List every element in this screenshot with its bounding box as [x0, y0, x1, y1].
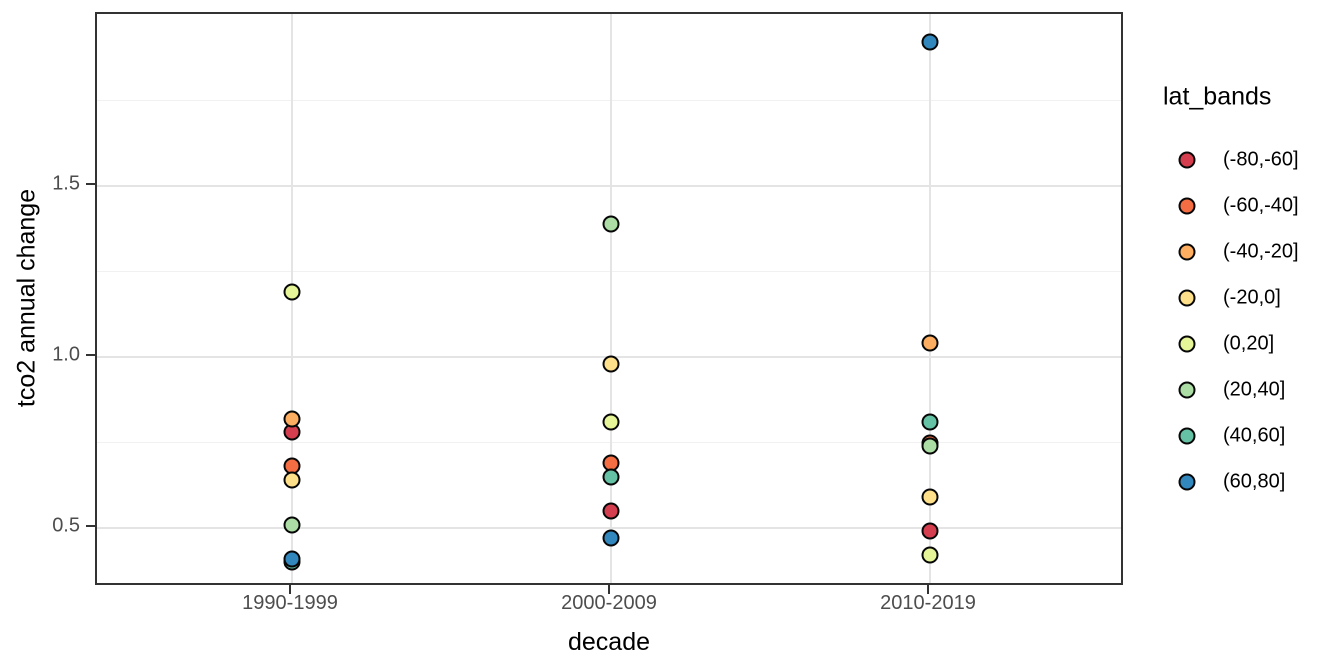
legend-label: (20,40] — [1223, 378, 1286, 401]
y-tick-mark — [86, 354, 95, 356]
legend-item: (-20,0] — [1163, 286, 1343, 310]
legend-key-circle — [1178, 381, 1196, 399]
x-tick-label: 2010-2019 — [880, 592, 976, 614]
y-tick-label: 1.0 — [52, 343, 80, 366]
data-point — [921, 437, 939, 455]
legend-key-circle — [1178, 151, 1196, 169]
legend-item: (-40,-20] — [1163, 240, 1343, 264]
legend-item: (-80,-60] — [1163, 148, 1343, 172]
y-tick-mark — [86, 183, 95, 185]
data-point — [602, 413, 620, 431]
legend-label: (0,20] — [1223, 332, 1275, 355]
legend-title: lat_bands — [1163, 82, 1272, 111]
gridline-major — [97, 527, 1121, 529]
legend-key-circle — [1178, 289, 1196, 307]
legend-label: (-60,-40] — [1223, 194, 1299, 217]
x-tick-mark — [289, 585, 291, 594]
data-point — [921, 33, 939, 51]
x-tick-mark — [927, 585, 929, 594]
data-point — [921, 334, 939, 352]
legend-label: (-40,-20] — [1223, 240, 1299, 263]
legend-key-circle — [1178, 473, 1196, 491]
y-tick-label: 1.5 — [52, 172, 80, 195]
legend-key-circle — [1178, 335, 1196, 353]
data-point — [921, 522, 939, 540]
gridline-major — [97, 185, 1121, 187]
gridline-minor — [97, 441, 1121, 443]
data-point — [921, 546, 939, 564]
data-point — [283, 516, 301, 534]
legend-key-circle — [1178, 243, 1196, 261]
legend-item: (20,40] — [1163, 378, 1343, 402]
gridline-vertical — [929, 14, 931, 583]
data-point — [283, 283, 301, 301]
legend-item: (40,60] — [1163, 424, 1343, 448]
x-axis-title: decade — [567, 628, 651, 656]
legend-label: (40,60] — [1223, 424, 1286, 447]
plot-panel — [95, 12, 1123, 585]
legend-key-circle — [1178, 197, 1196, 215]
legend-item: (60,80] — [1163, 470, 1343, 494]
x-tick-label: 2000-2009 — [561, 592, 657, 614]
data-point — [602, 468, 620, 486]
data-point — [283, 471, 301, 489]
x-tick-mark — [608, 585, 610, 594]
gridline-vertical — [610, 14, 612, 583]
legend-key-circle — [1178, 427, 1196, 445]
legend-label: (-20,0] — [1223, 286, 1281, 309]
legend-label: (60,80] — [1223, 470, 1286, 493]
data-point — [283, 410, 301, 428]
y-axis-title: tco2 annual change — [12, 188, 41, 408]
data-point — [602, 529, 620, 547]
x-tick-label: 1990-1999 — [242, 592, 338, 614]
data-point — [602, 215, 620, 233]
legend-item: (-60,-40] — [1163, 194, 1343, 218]
y-tick-mark — [86, 525, 95, 527]
data-point — [602, 355, 620, 373]
legend-item: (0,20] — [1163, 332, 1343, 356]
gridline-minor — [97, 99, 1121, 101]
y-tick-label: 0.5 — [52, 514, 80, 537]
legend-label: (-80,-60] — [1223, 148, 1299, 171]
data-point — [921, 488, 939, 506]
data-point — [921, 413, 939, 431]
gridline-minor — [97, 270, 1121, 272]
data-point — [602, 502, 620, 520]
data-point — [283, 550, 301, 568]
